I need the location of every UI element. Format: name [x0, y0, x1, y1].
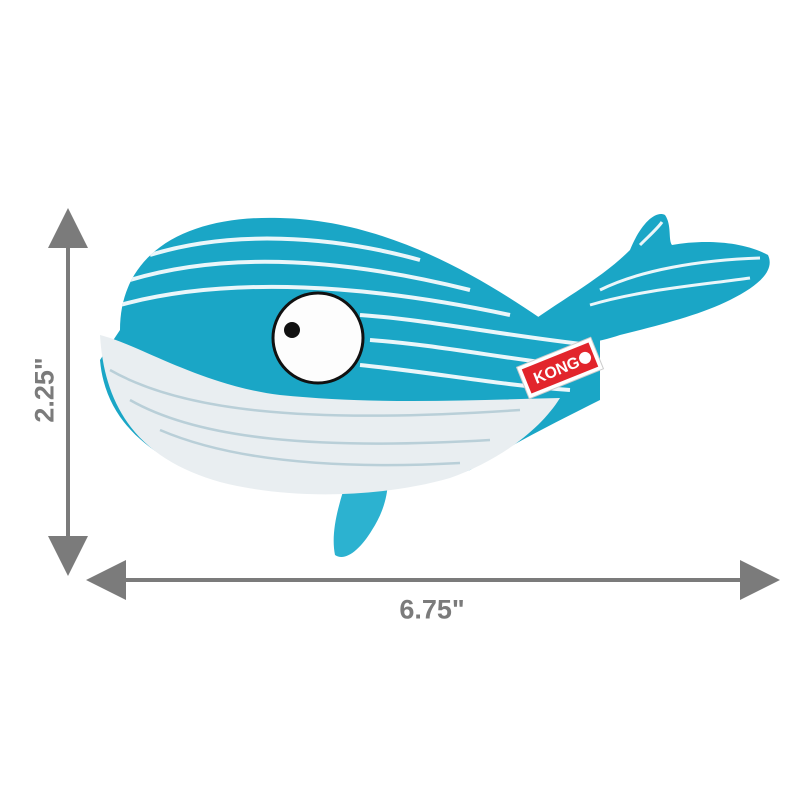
brand-tag: KONG — [515, 336, 605, 400]
height-label: 2.25" — [29, 357, 60, 423]
width-label: 6.75" — [399, 594, 465, 625]
whale-eye — [271, 291, 365, 385]
whale-tail — [520, 214, 770, 347]
